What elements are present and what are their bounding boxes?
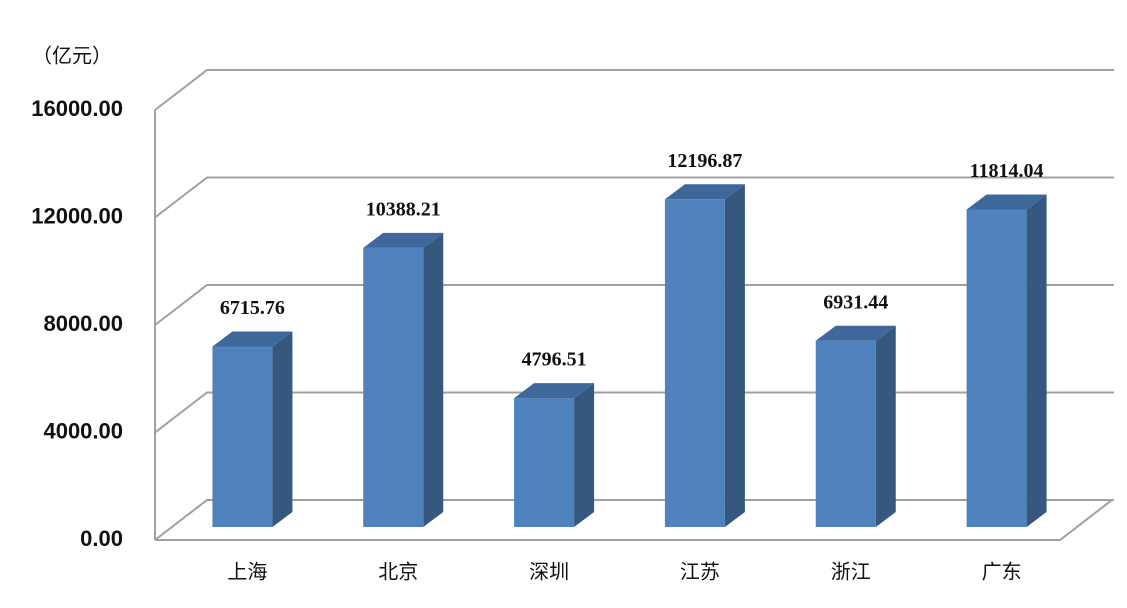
value-label: 11814.04 <box>970 160 1044 182</box>
floor <box>155 499 1113 541</box>
y-tick-label: 16000.00 <box>31 96 123 121</box>
bar <box>664 199 725 528</box>
bar-top <box>514 383 595 399</box>
bar <box>815 340 876 527</box>
value-label: 6715.76 <box>220 297 285 319</box>
value-label: 12196.87 <box>667 150 742 172</box>
grid-line <box>154 69 1114 111</box>
grid-line <box>154 499 1114 541</box>
x-tick-label: 上海 <box>227 560 267 584</box>
bar-side <box>1026 194 1047 527</box>
bar-side <box>423 232 444 528</box>
grid-line <box>154 391 1114 434</box>
y-tick-label: 4000.00 <box>43 418 123 443</box>
y-axis-label: （亿元） <box>32 44 112 68</box>
bar <box>212 346 273 527</box>
bar-side <box>724 184 745 528</box>
x-tick-label: 广东 <box>982 560 1022 584</box>
bar-top <box>664 184 745 200</box>
x-tick-label: 北京 <box>378 560 418 584</box>
bar <box>363 247 424 528</box>
y-tick-label: 0.00 <box>80 526 123 551</box>
bar <box>966 209 1027 527</box>
bar-top <box>363 232 444 248</box>
bar-top <box>815 325 896 341</box>
value-label: 6931.44 <box>823 291 888 313</box>
value-label: 10388.21 <box>366 198 441 220</box>
grid-line <box>154 176 1114 219</box>
grid-line <box>154 284 1114 326</box>
bar-side <box>272 331 293 527</box>
bar-top <box>212 331 293 347</box>
bar-side <box>574 383 595 527</box>
y-tick-label: 8000.00 <box>43 311 123 336</box>
x-tick-label: 浙江 <box>831 560 871 584</box>
bar-top <box>966 194 1047 210</box>
bar-side <box>875 325 896 527</box>
value-label: 4796.51 <box>522 349 587 371</box>
bar <box>514 398 575 527</box>
x-tick-label: 深圳 <box>529 560 569 584</box>
y-tick-label: 12000.00 <box>31 203 123 228</box>
x-tick-label: 江苏 <box>680 560 720 584</box>
